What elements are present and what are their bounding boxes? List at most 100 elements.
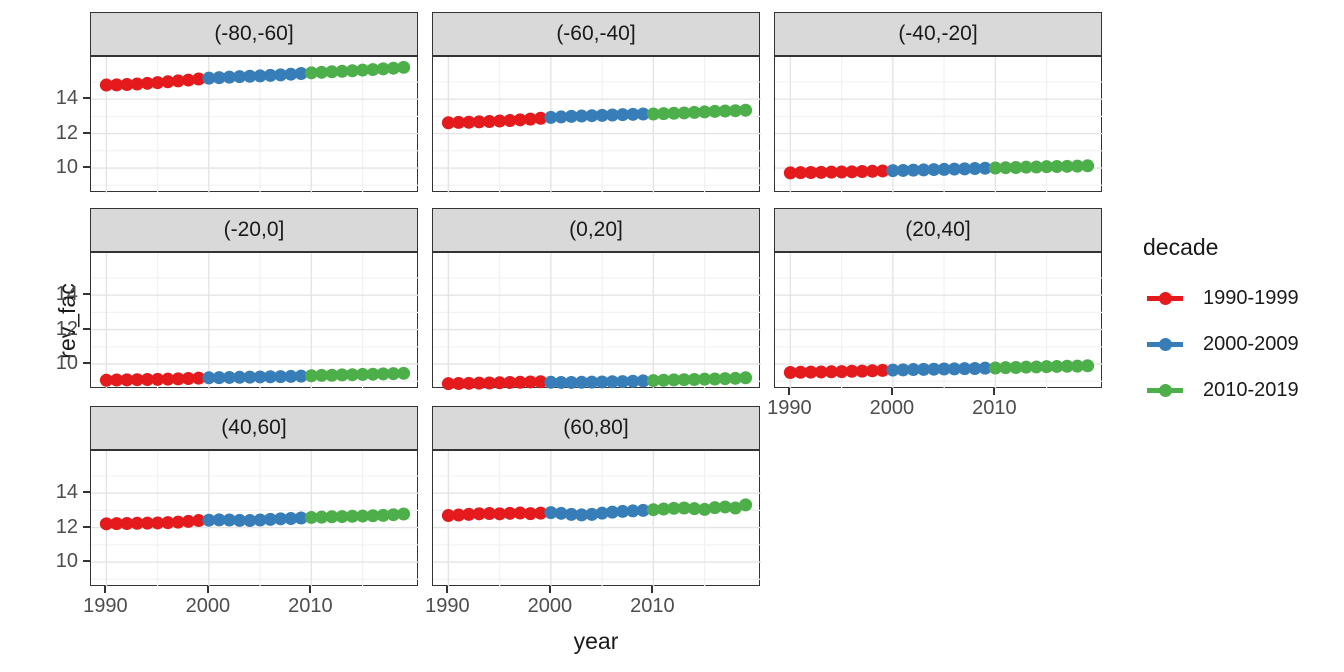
data-point bbox=[397, 366, 411, 380]
facet-strip-label: (60,80] bbox=[563, 416, 629, 439]
data-point bbox=[472, 376, 486, 390]
data-point bbox=[304, 66, 318, 80]
data-point bbox=[999, 361, 1013, 375]
data-point bbox=[386, 61, 400, 75]
data-point bbox=[356, 367, 370, 381]
data-point bbox=[274, 512, 288, 526]
y-tick-mark bbox=[83, 166, 90, 169]
data-point bbox=[110, 517, 124, 531]
data-point bbox=[605, 375, 619, 389]
data-point bbox=[523, 112, 537, 126]
data-point bbox=[140, 516, 154, 530]
facet-panel bbox=[432, 56, 761, 193]
data-point bbox=[865, 364, 879, 378]
data-point bbox=[1081, 359, 1095, 373]
legend-key-dot bbox=[1158, 291, 1172, 305]
data-point bbox=[452, 376, 466, 390]
facet-strip: (0,20] bbox=[432, 208, 760, 252]
data-point bbox=[728, 501, 742, 515]
y-tick-label: 10 bbox=[55, 352, 78, 375]
data-point bbox=[397, 507, 411, 521]
data-point bbox=[783, 365, 797, 379]
data-point bbox=[636, 374, 650, 388]
data-point bbox=[999, 161, 1013, 175]
x-tick-mark bbox=[206, 586, 209, 593]
facet-strip: (-40,-20] bbox=[774, 12, 1102, 56]
data-point bbox=[284, 67, 298, 81]
data-point bbox=[503, 375, 517, 389]
legend-entry: 2010-2019 bbox=[1143, 377, 1299, 403]
data-point bbox=[212, 371, 226, 385]
x-tick-mark bbox=[309, 586, 312, 593]
y-tick-mark bbox=[83, 491, 90, 494]
facet-strip-label: (-40,-20] bbox=[898, 22, 978, 45]
data-point bbox=[513, 506, 527, 520]
data-point bbox=[886, 164, 900, 178]
data-point bbox=[366, 63, 380, 77]
data-point bbox=[947, 162, 961, 176]
data-point bbox=[677, 106, 691, 120]
data-point bbox=[667, 501, 681, 515]
data-point bbox=[646, 503, 660, 517]
data-point bbox=[575, 375, 589, 389]
data-point bbox=[130, 77, 144, 91]
data-point bbox=[1070, 159, 1084, 173]
data-point bbox=[181, 73, 195, 87]
data-point bbox=[988, 161, 1002, 175]
data-point bbox=[626, 107, 640, 121]
data-point bbox=[595, 375, 609, 389]
data-point bbox=[345, 368, 359, 382]
data-point bbox=[958, 162, 972, 176]
data-point bbox=[452, 115, 466, 129]
data-point bbox=[376, 367, 390, 381]
data-point bbox=[356, 509, 370, 523]
data-point bbox=[110, 373, 124, 387]
data-point bbox=[783, 166, 797, 180]
data-point bbox=[708, 372, 722, 386]
data-point bbox=[274, 370, 288, 384]
data-point bbox=[534, 375, 548, 389]
data-point bbox=[274, 68, 288, 82]
legend-entry-label: 1990-1999 bbox=[1203, 286, 1299, 309]
x-tick-mark bbox=[788, 388, 791, 395]
y-tick-mark bbox=[83, 525, 90, 528]
data-point bbox=[677, 501, 691, 515]
data-point bbox=[130, 373, 144, 387]
data-point bbox=[794, 166, 808, 180]
data-point bbox=[544, 506, 558, 520]
data-point bbox=[534, 111, 548, 125]
data-point bbox=[233, 513, 247, 527]
data-point bbox=[325, 368, 339, 382]
data-point bbox=[1060, 359, 1074, 373]
data-point bbox=[667, 106, 681, 120]
data-point bbox=[896, 163, 910, 177]
y-tick-label: 12 bbox=[55, 121, 78, 144]
y-tick-label: 10 bbox=[55, 550, 78, 573]
data-point bbox=[917, 362, 931, 376]
data-point bbox=[534, 506, 548, 520]
data-point bbox=[968, 362, 982, 376]
data-point bbox=[356, 63, 370, 77]
data-point bbox=[315, 510, 329, 524]
data-point bbox=[845, 364, 859, 378]
data-point bbox=[804, 166, 818, 180]
x-tick-mark bbox=[104, 586, 107, 593]
data-point bbox=[1040, 160, 1054, 174]
data-point bbox=[739, 103, 753, 117]
data-point bbox=[325, 65, 339, 79]
data-point bbox=[482, 376, 496, 390]
data-point bbox=[243, 370, 257, 384]
data-point bbox=[161, 516, 175, 530]
x-tick-mark bbox=[548, 586, 551, 593]
data-point bbox=[462, 376, 476, 390]
data-point bbox=[171, 515, 185, 529]
data-point bbox=[192, 72, 206, 86]
data-point bbox=[493, 507, 507, 521]
data-point bbox=[151, 76, 165, 90]
x-tick-label: 1990 bbox=[425, 595, 470, 617]
x-tick-label: 2010 bbox=[288, 595, 333, 617]
data-point bbox=[462, 115, 476, 129]
data-point bbox=[564, 375, 578, 389]
data-point bbox=[202, 371, 216, 385]
